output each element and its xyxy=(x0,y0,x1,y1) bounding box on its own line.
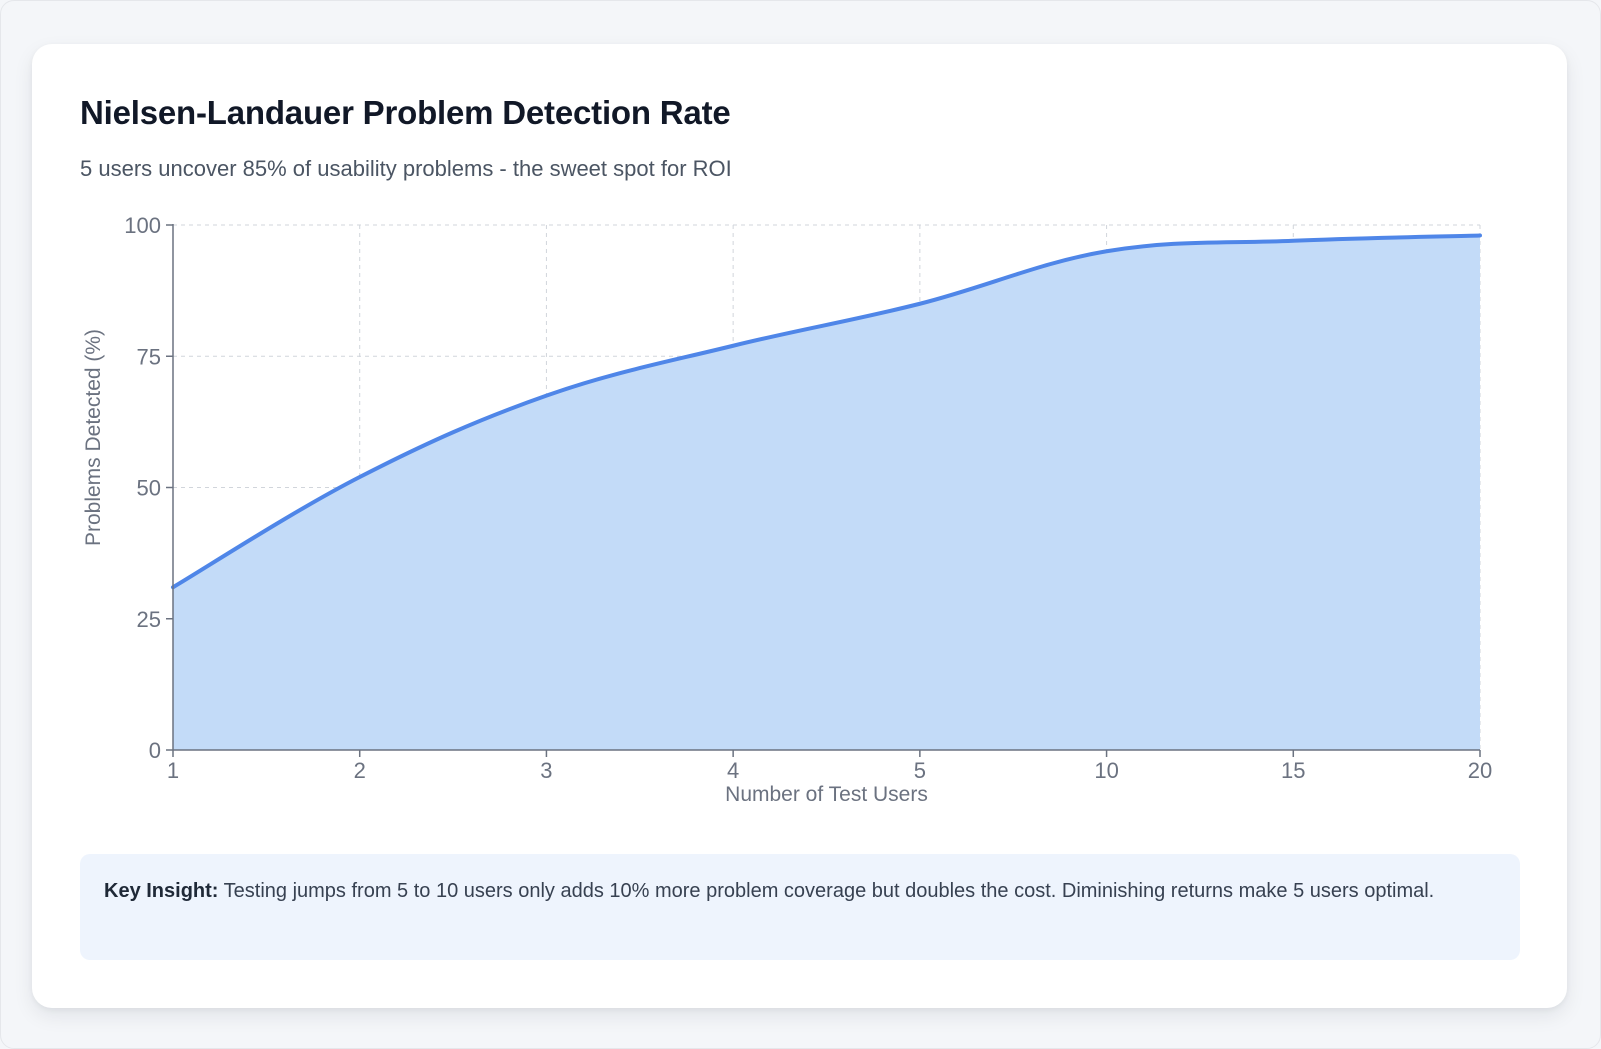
x-tick-label: 2 xyxy=(354,758,366,783)
x-tick-label: 1 xyxy=(167,758,179,783)
x-tick-label: 10 xyxy=(1094,758,1118,783)
x-tick-label: 20 xyxy=(1468,758,1492,783)
y-tick-label: 50 xyxy=(137,476,161,501)
y-axis-label: Problems Detected (%) xyxy=(82,329,105,546)
axes: 0 25 50 75 100 1 2 3 4 5 10 15 20 xyxy=(124,213,1492,783)
x-tick-label: 4 xyxy=(727,758,739,783)
y-tick-label: 0 xyxy=(149,738,161,763)
chart-title: Nielsen-Landauer Problem Detection Rate xyxy=(80,94,731,131)
chart-svg: 0 25 50 75 100 1 2 3 4 5 10 15 20 Number of Test Use… xyxy=(82,213,1492,806)
y-tick-label: 100 xyxy=(124,213,161,238)
chart-card: Nielsen-Landauer Problem Detection Rate … xyxy=(32,44,1567,1008)
y-tick-label: 75 xyxy=(137,344,161,369)
insight-label: Key Insight: xyxy=(104,880,219,902)
x-tick-label: 5 xyxy=(914,758,926,783)
series-line xyxy=(171,233,1482,590)
area-fill xyxy=(173,235,1480,750)
insight-text: Testing jumps from 5 to 10 users only ad… xyxy=(223,880,1435,902)
chart-subtitle: 5 users uncover 85% of usability problem… xyxy=(80,156,732,181)
key-insight-box: Key Insight: Testing jumps from 5 to 10 … xyxy=(80,854,1520,960)
x-axis-label: Number of Test Users xyxy=(725,783,928,806)
x-tick-label: 3 xyxy=(540,758,552,783)
y-tick-label: 25 xyxy=(137,607,161,632)
x-tick-label: 15 xyxy=(1281,758,1305,783)
